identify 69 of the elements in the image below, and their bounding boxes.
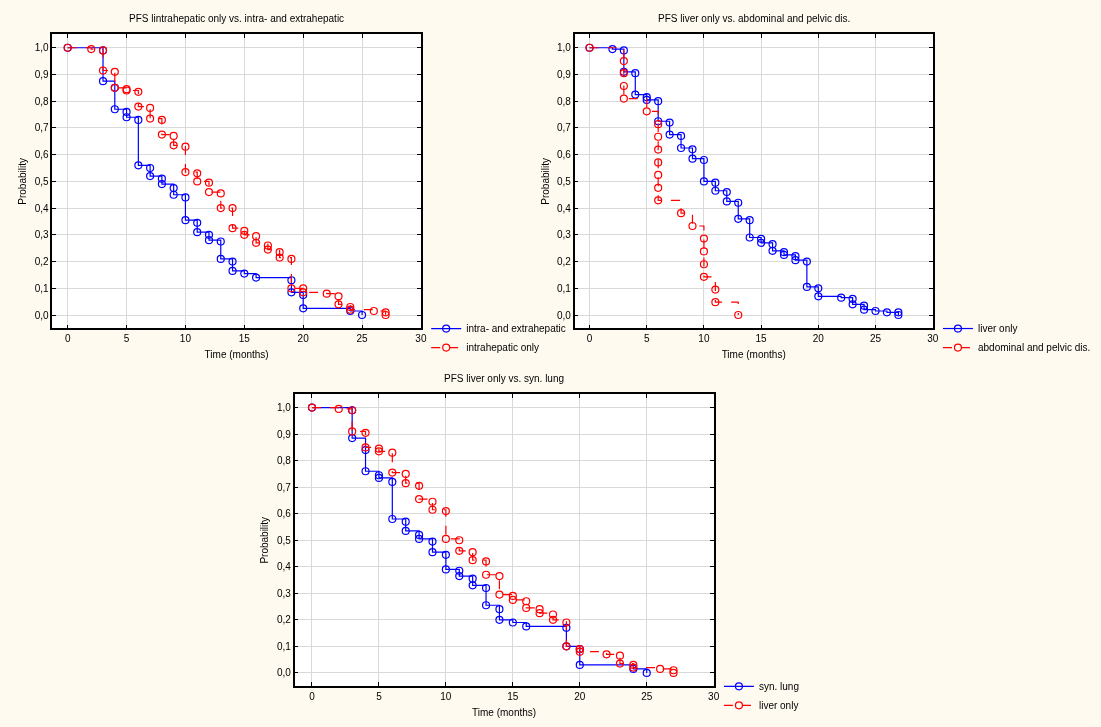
y-tick-label: 0,5	[557, 175, 572, 187]
x-axis-title: Time (months)	[721, 349, 786, 361]
chart-title: PFS liver only vs. syn. lung	[444, 373, 565, 384]
x-tick-label: 15	[755, 333, 768, 345]
y-tick-label: 0,6	[34, 149, 50, 161]
y-axis-title: Probability	[259, 516, 271, 564]
x-axis-title: Time (months)	[204, 349, 269, 361]
y-tick-label: 0,2	[557, 256, 572, 268]
x-tick-label: 5	[123, 333, 130, 345]
y-tick-label: 0,2	[34, 256, 50, 268]
x-tick-label: 10	[698, 333, 710, 345]
x-tick-label: 5	[643, 333, 650, 345]
y-tick-label: 0,6	[276, 508, 292, 520]
y-tick-label: 0,7	[34, 122, 50, 134]
y-tick-label: 0,6	[557, 149, 572, 161]
y-tick-label: 0,4	[276, 561, 292, 573]
x-tick-label: 0	[64, 333, 71, 345]
y-tick-label: 0,3	[34, 229, 50, 241]
y-axis-title: Probability	[539, 158, 551, 205]
x-axis-title: Time (months)	[472, 706, 537, 718]
y-tick-label: 0,4	[34, 202, 50, 214]
x-tick-label: 5	[376, 690, 383, 702]
x-tick-label: 10	[440, 690, 452, 702]
y-axis-title: Probability	[17, 158, 29, 205]
legend-label: intrahepatic only	[466, 342, 540, 354]
y-tick-label: 0,2	[276, 614, 292, 626]
x-tick-label: 30	[927, 333, 939, 345]
x-tick-label: 15	[507, 690, 519, 702]
legend-label: liver only	[758, 700, 799, 712]
y-tick-label: 0,5	[34, 175, 50, 187]
legend-label: syn. lung	[758, 681, 799, 693]
y-tick-label: 0,9	[276, 428, 292, 440]
x-tick-label: 0	[309, 690, 316, 702]
x-tick-label: 20	[297, 333, 310, 345]
x-tick-label: 20	[812, 333, 825, 345]
x-tick-label: 25	[641, 690, 653, 702]
y-tick-label: 0,7	[276, 481, 292, 493]
y-tick-label: 0,8	[557, 95, 572, 107]
y-tick-label: 0,3	[557, 229, 572, 241]
legend-label: abdominal and pelvic dis.	[977, 342, 1091, 354]
y-tick-label: 0,1	[276, 640, 292, 652]
x-tick-label: 25	[356, 333, 369, 345]
y-tick-label: 0,0	[276, 667, 292, 679]
y-tick-label: 0,0	[557, 309, 572, 321]
x-tick-label: 10	[179, 333, 192, 345]
legend-label: liver only	[977, 323, 1018, 335]
y-tick-label: 0,9	[34, 68, 50, 80]
y-tick-label: 0,3	[276, 587, 292, 599]
y-tick-label: 0,8	[276, 455, 292, 467]
y-tick-label: 0,9	[557, 68, 572, 80]
y-tick-label: 0,1	[34, 282, 50, 294]
y-tick-label: 0,0	[34, 309, 50, 321]
y-tick-label: 1,0	[34, 42, 50, 54]
y-tick-label: 0,5	[276, 534, 292, 546]
legend-label: intra- and extrahepatic	[466, 323, 566, 335]
y-tick-label: 1,0	[276, 402, 292, 414]
chart-title: PFS liver only vs. abdominal and pelvic dis.	[658, 13, 851, 24]
y-tick-label: 0,8	[34, 95, 50, 107]
x-tick-label: 15	[238, 333, 251, 345]
x-tick-label: 20	[574, 690, 586, 702]
y-tick-label: 0,4	[557, 202, 572, 214]
y-tick-label: 1,0	[557, 42, 572, 54]
x-tick-label: 30	[415, 333, 427, 345]
y-tick-label: 0,7	[557, 122, 572, 134]
chart-title: PFS lintrahepatic only vs. intra- and extrahepatic	[129, 13, 345, 24]
x-tick-label: 30	[708, 690, 720, 702]
x-tick-label: 0	[586, 333, 593, 345]
y-tick-label: 0,1	[557, 282, 572, 294]
x-tick-label: 25	[869, 333, 882, 345]
